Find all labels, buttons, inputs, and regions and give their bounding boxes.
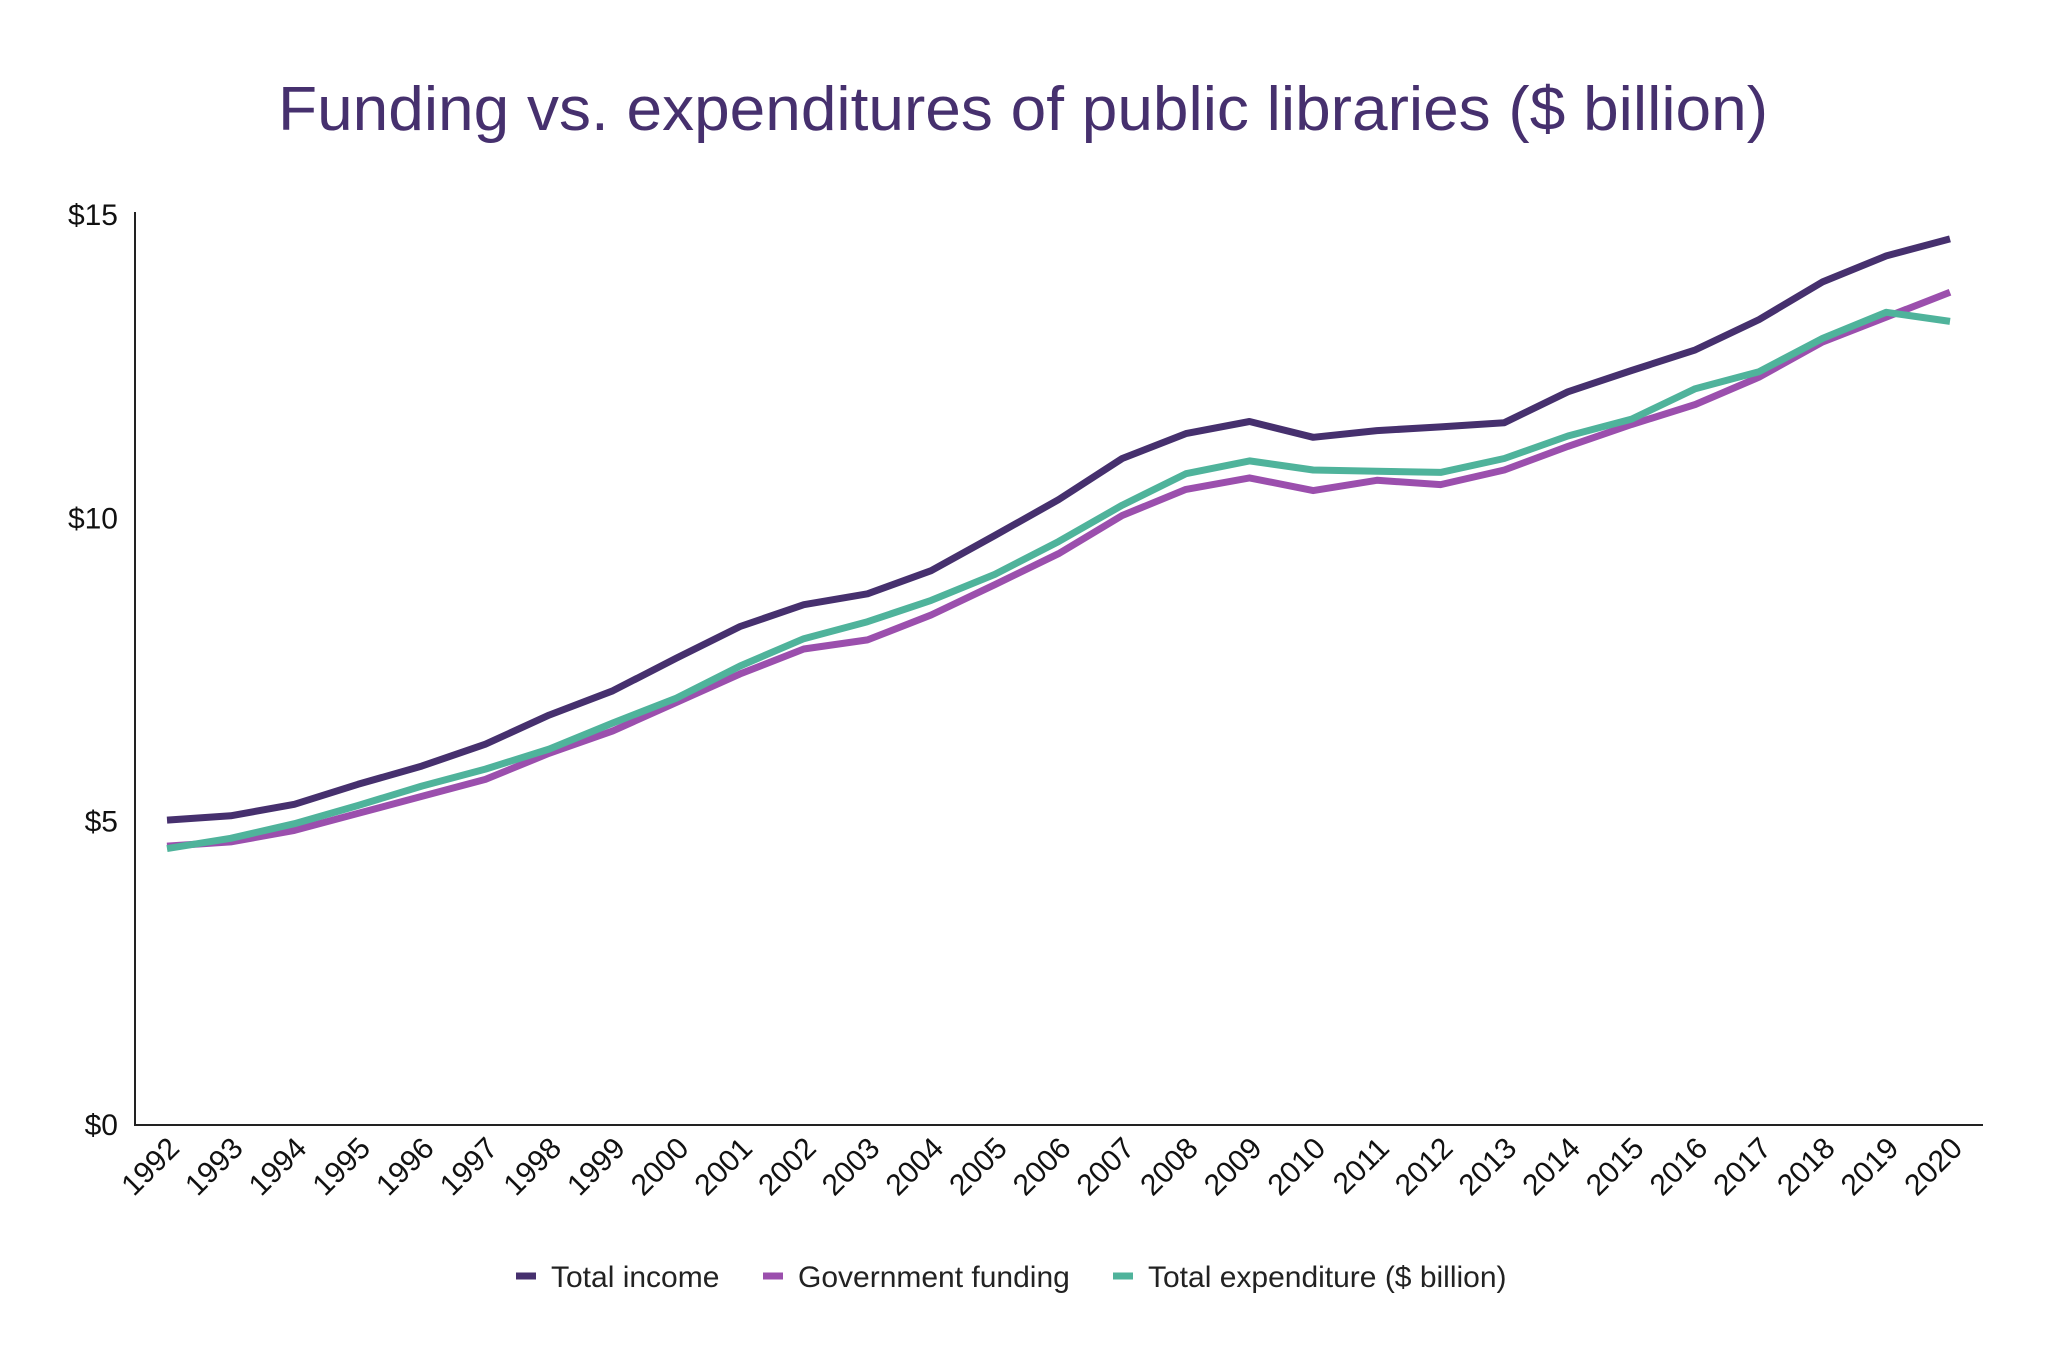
legend-item: Total income <box>516 1261 719 1294</box>
legend-label: Total expenditure ($ billion) <box>1148 1261 1507 1294</box>
x-tick-label: 1992 <box>115 1132 186 1203</box>
y-tick-label: $0 <box>85 1109 118 1142</box>
legend-label: Total income <box>551 1261 719 1294</box>
x-tick-label: 1994 <box>243 1132 314 1203</box>
x-tick-label: 1997 <box>434 1132 505 1203</box>
x-tick-label: 2002 <box>752 1132 823 1203</box>
x-tick-label: 2000 <box>625 1132 696 1203</box>
chart-title: Funding vs. expenditures of public libra… <box>278 75 1768 144</box>
x-tick-label: 2007 <box>1071 1132 1142 1203</box>
x-tick-label: 2017 <box>1707 1132 1778 1203</box>
x-tick-label: 2001 <box>689 1132 760 1203</box>
x-tick-label: 2008 <box>1134 1132 1205 1203</box>
x-tick-labels: 1992199319941995199619971998199920002001… <box>115 1132 1969 1203</box>
x-tick-label: 2016 <box>1644 1132 1715 1203</box>
x-tick-label: 2012 <box>1389 1132 1460 1203</box>
x-tick-label: 2005 <box>943 1132 1014 1203</box>
y-tick-labels: $0 $5 $10 $15 <box>68 199 118 1142</box>
x-tick-label: 2014 <box>1516 1132 1587 1203</box>
x-tick-label: 2011 <box>1327 1132 1396 1201</box>
series-lines <box>166 235 1952 853</box>
y-tick-label: $5 <box>85 806 118 839</box>
x-tick-label: 2015 <box>1580 1132 1651 1203</box>
x-tick-label: 2003 <box>816 1132 887 1203</box>
x-tick-label: 1996 <box>370 1132 441 1203</box>
legend-label: Government funding <box>798 1261 1070 1294</box>
x-tick-label: 2013 <box>1453 1132 1524 1203</box>
y-tick-label: $15 <box>68 199 118 232</box>
series-line-1 <box>166 289 1952 850</box>
x-tick-label: 2018 <box>1771 1132 1842 1203</box>
series-line-0 <box>166 235 1951 824</box>
x-tick-label: 1998 <box>497 1132 568 1203</box>
x-tick-label: 1999 <box>561 1132 632 1203</box>
x-tick-label: 2019 <box>1835 1132 1906 1203</box>
x-tick-label: 2004 <box>880 1132 951 1203</box>
x-tick-label: 1995 <box>306 1132 377 1203</box>
x-tick-label: 1993 <box>179 1132 250 1203</box>
legend-item: Government funding <box>763 1261 1070 1294</box>
series-line-2 <box>166 308 1951 853</box>
x-tick-label: 2010 <box>1262 1132 1333 1203</box>
legend: Total income Government funding Total expe… <box>516 1261 1507 1294</box>
x-tick-label: 2009 <box>1198 1132 1269 1203</box>
x-tick-label: 2006 <box>1007 1132 1078 1203</box>
legend-item: Total expenditure ($ billion) <box>1113 1261 1507 1294</box>
y-tick-label: $10 <box>68 502 118 535</box>
x-tick-label: 2020 <box>1898 1132 1969 1203</box>
